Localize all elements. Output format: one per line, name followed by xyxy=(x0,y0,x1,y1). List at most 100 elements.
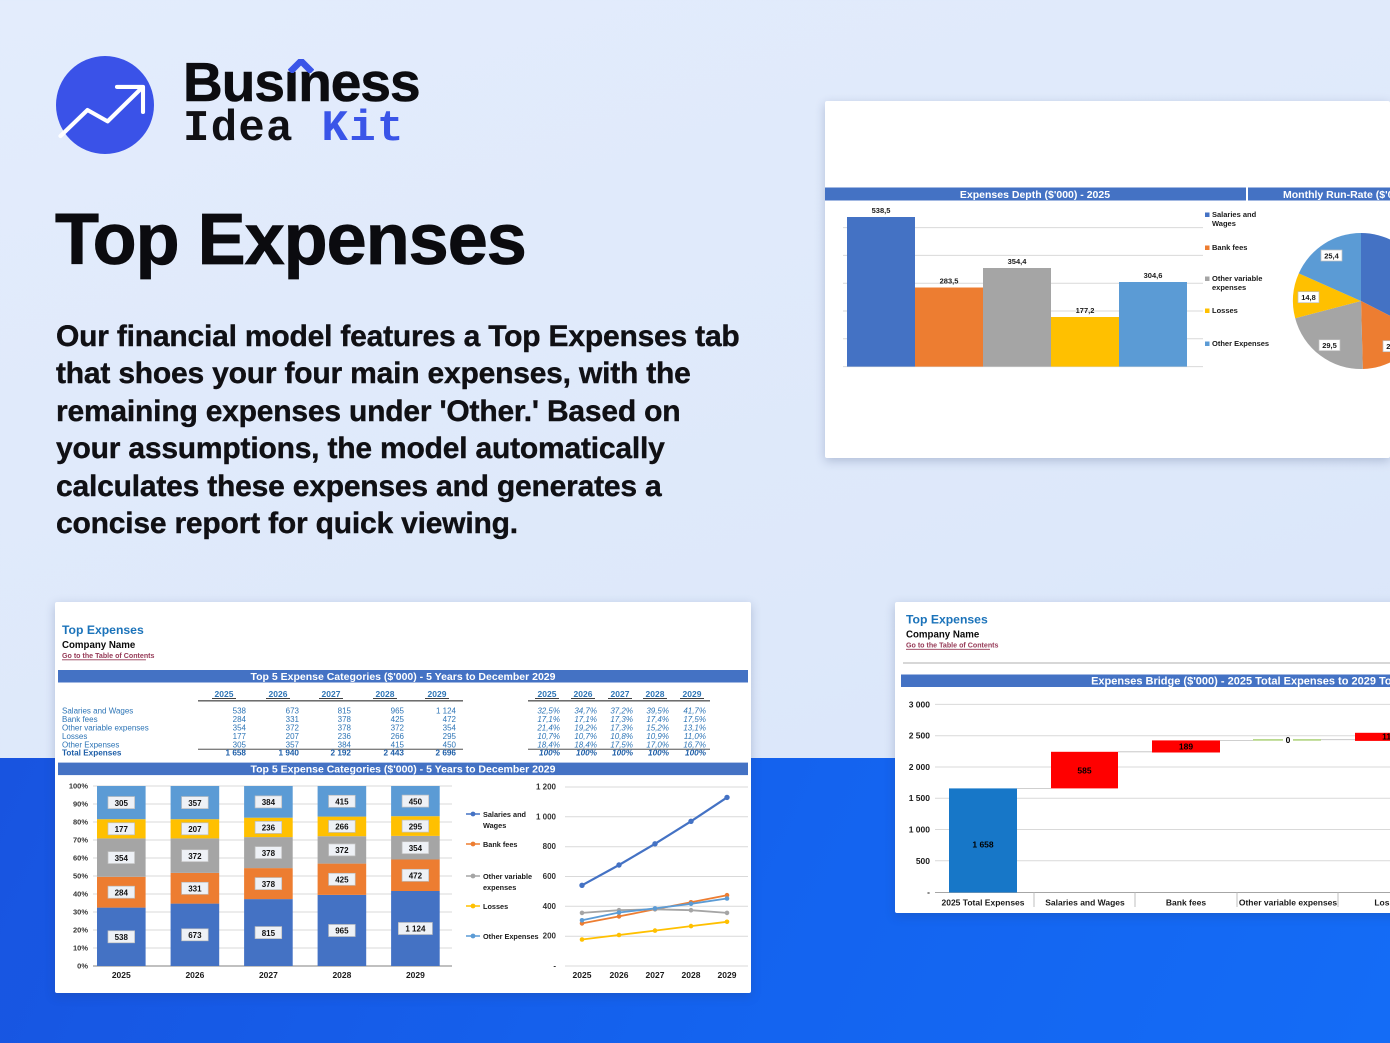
svg-text:100%: 100% xyxy=(576,749,598,758)
svg-text:2025: 2025 xyxy=(573,970,592,980)
svg-text:2 000: 2 000 xyxy=(909,762,931,772)
svg-text:266: 266 xyxy=(335,823,349,832)
svg-text:Top Expenses: Top Expenses xyxy=(62,623,144,637)
svg-text:2 500: 2 500 xyxy=(909,731,931,741)
svg-text:1 658: 1 658 xyxy=(972,840,994,850)
svg-text:673: 673 xyxy=(188,931,202,940)
svg-text:Total Expenses: Total Expenses xyxy=(62,749,122,758)
svg-text:17,1%: 17,1% xyxy=(537,715,560,724)
svg-text:10,7%: 10,7% xyxy=(574,732,597,741)
svg-text:16,7%: 16,7% xyxy=(683,740,706,749)
svg-text:2026: 2026 xyxy=(610,970,629,980)
svg-text:283,5: 283,5 xyxy=(940,277,959,286)
svg-text:Monthly Run-Rate ($'000) - 202: Monthly Run-Rate ($'000) - 2025 xyxy=(1283,189,1390,201)
svg-text:Bank fees: Bank fees xyxy=(1166,898,1206,908)
svg-text:39,5%: 39,5% xyxy=(646,706,669,715)
svg-text:357: 357 xyxy=(286,740,300,749)
svg-text:Other variable: Other variable xyxy=(483,872,532,881)
svg-text:19,2%: 19,2% xyxy=(574,723,597,732)
svg-text:expenses: expenses xyxy=(483,883,516,892)
svg-text:500: 500 xyxy=(916,856,930,866)
svg-text:Expenses Depth ($'000) - 2025: Expenses Depth ($'000) - 2025 xyxy=(960,189,1110,201)
svg-text:207: 207 xyxy=(188,825,202,834)
svg-text:Other Expenses: Other Expenses xyxy=(483,932,539,941)
svg-text:415: 415 xyxy=(391,740,405,749)
svg-text:17,5%: 17,5% xyxy=(610,740,633,749)
svg-text:425: 425 xyxy=(391,715,405,724)
svg-text:450: 450 xyxy=(409,797,423,806)
svg-text:2029: 2029 xyxy=(406,970,425,980)
svg-text:378: 378 xyxy=(338,723,352,732)
svg-text:112: 112 xyxy=(1382,732,1390,742)
svg-text:100%: 100% xyxy=(685,749,707,758)
svg-text:Top Expenses: Top Expenses xyxy=(906,613,988,627)
svg-text:2027: 2027 xyxy=(322,689,341,699)
svg-text:80%: 80% xyxy=(73,818,88,827)
svg-text:17,1%: 17,1% xyxy=(574,715,597,724)
svg-text:177: 177 xyxy=(233,732,247,741)
svg-text:23,6: 23,6 xyxy=(1386,342,1390,351)
svg-text:965: 965 xyxy=(391,706,405,715)
svg-text:100%: 100% xyxy=(648,749,670,758)
svg-text:236: 236 xyxy=(338,732,352,741)
svg-text:37,2%: 37,2% xyxy=(610,706,633,715)
svg-text:2026: 2026 xyxy=(574,689,593,699)
svg-text:1 124: 1 124 xyxy=(436,706,457,715)
svg-text:384: 384 xyxy=(338,740,352,749)
svg-text:372: 372 xyxy=(188,852,202,861)
svg-text:2025: 2025 xyxy=(538,689,557,699)
svg-text:2027: 2027 xyxy=(611,689,630,699)
svg-text:Wages: Wages xyxy=(1212,219,1236,228)
svg-text:50%: 50% xyxy=(73,872,88,881)
svg-text:Other Expenses: Other Expenses xyxy=(62,740,119,749)
svg-text:2 192: 2 192 xyxy=(331,749,352,758)
svg-text:18,4%: 18,4% xyxy=(537,740,560,749)
svg-text:331: 331 xyxy=(188,885,202,894)
svg-text:0: 0 xyxy=(1286,735,1291,745)
svg-text:Losses: Losses xyxy=(1374,898,1390,908)
svg-text:1 500: 1 500 xyxy=(909,793,931,803)
svg-text:Expenses Bridge ($'000) - 2025: Expenses Bridge ($'000) - 2025 Total Exp… xyxy=(1091,676,1390,688)
svg-text:17,4%: 17,4% xyxy=(646,715,669,724)
svg-text:70%: 70% xyxy=(73,836,88,845)
svg-text:20%: 20% xyxy=(73,926,88,935)
svg-text:Losses: Losses xyxy=(483,902,508,911)
svg-text:378: 378 xyxy=(262,849,276,858)
svg-text:Losses: Losses xyxy=(1212,306,1238,315)
svg-text:Top 5 Expense Categories ($'00: Top 5 Expense Categories ($'000) - 5 Yea… xyxy=(250,671,555,683)
svg-text:200: 200 xyxy=(543,932,557,941)
svg-text:15,2%: 15,2% xyxy=(646,723,669,732)
svg-text:3 000: 3 000 xyxy=(909,699,931,709)
svg-text:295: 295 xyxy=(409,822,423,831)
svg-text:304,6: 304,6 xyxy=(1144,271,1163,280)
svg-text:Bank fees: Bank fees xyxy=(62,715,98,724)
svg-text:Go to the Table of Contents: Go to the Table of Contents xyxy=(906,642,999,650)
svg-text:100%: 100% xyxy=(612,749,634,758)
svg-text:1 000: 1 000 xyxy=(909,825,931,835)
svg-text:354,4: 354,4 xyxy=(1008,257,1028,266)
svg-text:Losses: Losses xyxy=(62,732,87,741)
svg-text:266: 266 xyxy=(391,732,405,741)
svg-text:Other variable expenses: Other variable expenses xyxy=(62,723,149,732)
svg-text:Salaries and: Salaries and xyxy=(1212,210,1257,219)
svg-text:10%: 10% xyxy=(73,944,88,953)
svg-text:18,4%: 18,4% xyxy=(574,740,597,749)
svg-text:10,9%: 10,9% xyxy=(646,732,669,741)
svg-text:2028: 2028 xyxy=(682,970,701,980)
svg-text:815: 815 xyxy=(262,929,276,938)
svg-text:450: 450 xyxy=(443,740,457,749)
svg-text:2028: 2028 xyxy=(646,689,665,699)
svg-text:415: 415 xyxy=(335,798,349,807)
svg-text:Top 5 Expense Categories ($'00: Top 5 Expense Categories ($'000) - 5 Yea… xyxy=(250,764,555,776)
svg-text:2029: 2029 xyxy=(718,970,737,980)
svg-text:2025: 2025 xyxy=(215,689,234,699)
svg-text:0%: 0% xyxy=(77,962,88,971)
svg-text:472: 472 xyxy=(409,872,423,881)
svg-text:2025: 2025 xyxy=(112,970,131,980)
svg-text:2027: 2027 xyxy=(646,970,665,980)
svg-text:425: 425 xyxy=(335,876,349,885)
svg-text:965: 965 xyxy=(335,927,349,936)
svg-text:378: 378 xyxy=(262,880,276,889)
svg-text:354: 354 xyxy=(409,844,423,853)
svg-text:21,4%: 21,4% xyxy=(536,723,560,732)
